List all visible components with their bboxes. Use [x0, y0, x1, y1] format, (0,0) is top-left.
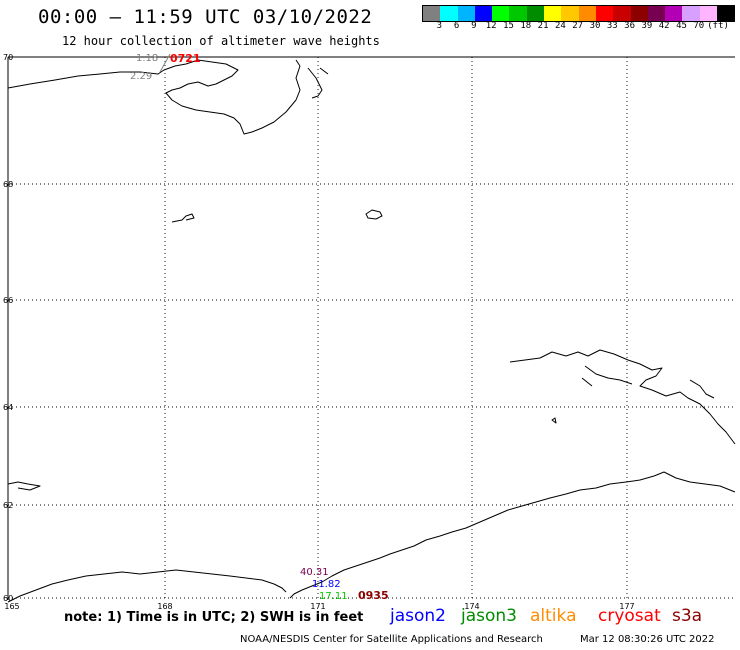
color-scale-swatch — [717, 6, 735, 21]
longitude-label: 165 — [4, 602, 20, 611]
graticule — [8, 57, 735, 600]
satellite-legend-s3a: s3a — [672, 606, 703, 626]
map-frame — [7, 56, 735, 600]
longitude-label: 174 — [464, 602, 480, 611]
color-scale-swatch — [457, 6, 475, 21]
latitude-label: 70 — [3, 53, 14, 62]
color-scale-label: 15 — [503, 21, 514, 31]
satellite-track — [159, 53, 171, 73]
latitude-label: 62 — [3, 501, 14, 510]
color-scale-label: 70 — [693, 21, 705, 31]
pass-time-label: 0935 — [358, 589, 389, 602]
color-scale-label: 33 — [606, 21, 618, 31]
satellite-legend-jason2: jason2 — [390, 606, 446, 626]
pass-time-label: 0721 — [170, 52, 201, 65]
color-scale-swatch — [699, 6, 718, 21]
map-subtitle: 12 hour collection of altimeter wave hei… — [62, 34, 380, 48]
color-scale-label: 30 — [589, 21, 601, 31]
color-scale-label: 18 — [520, 21, 532, 31]
latitude-label: 68 — [3, 180, 14, 189]
color-scale-swatch — [578, 6, 596, 21]
color-scale-bar — [422, 5, 736, 22]
map-note: note: 1) Time is in UTC; 2) SWH is in fe… — [64, 610, 364, 625]
color-scale-label: 39 — [641, 21, 653, 31]
wave-height-reading: 40.31 — [300, 567, 329, 578]
color-scale-swatch — [474, 6, 493, 21]
latitude-label: 66 — [3, 296, 14, 305]
footer-timestamp: Mar 12 08:30:26 UTC 2022 — [580, 634, 715, 645]
color-scale-label: 27 — [572, 21, 584, 31]
color-scale-swatch — [423, 6, 441, 21]
satellite-legend-jason3: jason3 — [461, 606, 517, 626]
satellite-legend-cryosat: cryosat — [598, 606, 661, 626]
color-scale-swatch — [526, 6, 545, 21]
color-scale-label: 21 — [537, 21, 549, 31]
latitude-label: 64 — [3, 403, 14, 412]
color-scale-label: 24 — [554, 21, 566, 31]
color-scale-swatch — [682, 6, 700, 21]
color-scale-label: 36 — [624, 21, 636, 31]
color-scale-swatch — [492, 6, 510, 21]
color-scale-swatch — [647, 6, 666, 21]
color-scale-label: 45 — [676, 21, 687, 31]
color-scale-label: (ft) — [707, 21, 729, 31]
color-scale-label: 42 — [658, 21, 670, 31]
satellite-legend-altika: altika — [530, 606, 577, 626]
color-scale-swatch — [595, 6, 614, 21]
color-scale-swatch — [630, 6, 648, 21]
footer: NOAA/NESDIS Center for Satellite Applica… — [240, 634, 715, 645]
color-scale-swatch — [561, 6, 579, 21]
color-scale-swatch — [544, 6, 562, 21]
longitude-label: 177 — [619, 602, 635, 611]
color-scale-swatch — [509, 6, 527, 21]
coastline — [7, 59, 736, 603]
color-scale-swatch — [665, 6, 683, 21]
map-title: 00:00 – 11:59 UTC 03/10/2022 — [38, 6, 373, 28]
color-scale-swatch — [440, 6, 458, 21]
color-scale-label: 3 — [436, 21, 443, 31]
longitude-label: 171 — [310, 602, 326, 611]
latitude-label: 60 — [3, 594, 14, 603]
color-scale-label: 9 — [471, 21, 477, 31]
footer-credit: NOAA/NESDIS Center for Satellite Applica… — [240, 634, 543, 645]
color-scale-swatch — [613, 6, 631, 21]
color-scale-label: 6 — [453, 21, 460, 31]
wave-height-reading: 11.82 — [312, 579, 341, 590]
longitude-label: 168 — [157, 602, 173, 611]
color-scale-label: 12 — [485, 21, 497, 31]
wave-height-reading: 1.18 — [136, 53, 159, 64]
wave-height-reading: 17.11 — [319, 591, 348, 602]
wave-height-reading: 2.29 — [130, 71, 153, 82]
